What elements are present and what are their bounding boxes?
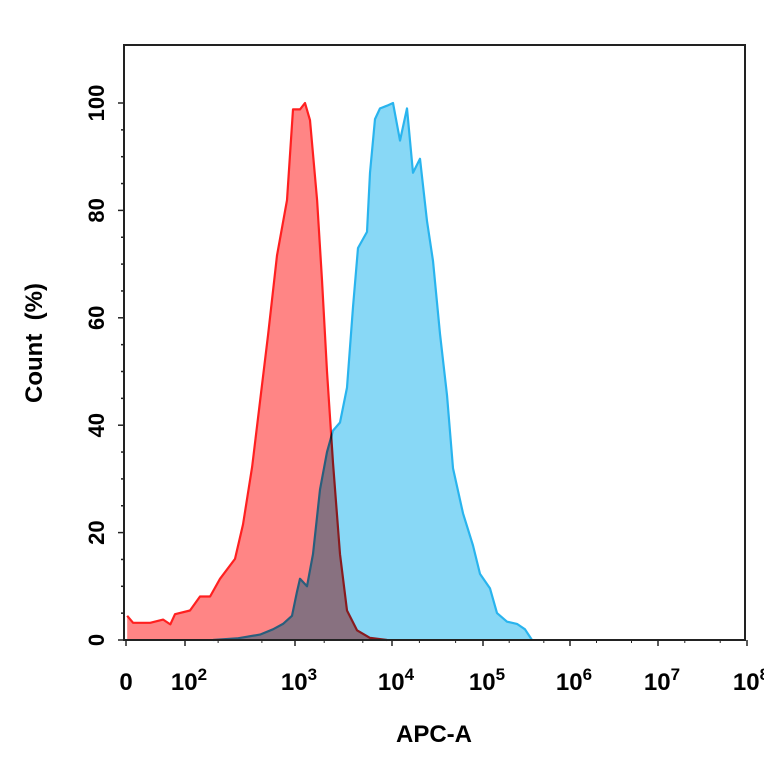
- x-tick-label: 0: [119, 669, 132, 696]
- y-axis-label: Count (%): [21, 283, 48, 403]
- y-tick-label: 20: [84, 520, 109, 544]
- x-tick-label: 106: [556, 665, 592, 696]
- y-tick-label: 80: [84, 198, 109, 222]
- series-layer: [126, 101, 533, 642]
- x-tick-label: 102: [171, 665, 207, 696]
- x-tick-label: 104: [378, 665, 415, 696]
- y-tick-label: 100: [84, 85, 109, 122]
- y-tick-label: 0: [84, 634, 109, 646]
- y-tick-label: 60: [84, 306, 109, 330]
- x-tick-label: 103: [281, 665, 317, 696]
- y-tick-label: 40: [84, 413, 109, 437]
- histogram-fill: [127, 103, 387, 640]
- histogram-fill: [213, 103, 532, 640]
- x-tick-label: 105: [469, 665, 505, 696]
- histogram-line: [126, 101, 388, 642]
- x-tick-label: 107: [644, 665, 680, 696]
- control-histogram: [126, 101, 388, 642]
- x-tick-label: 108: [733, 665, 764, 696]
- x-axis-label: APC-A: [396, 721, 472, 748]
- axis-layer: 0 20 40 60 80 100 0 102 103 104 105 106 107 108: [84, 85, 764, 696]
- plot-frame: [123, 44, 746, 641]
